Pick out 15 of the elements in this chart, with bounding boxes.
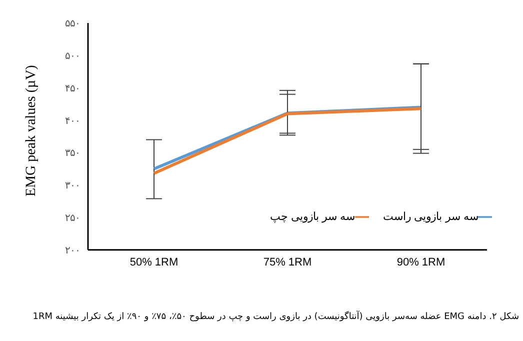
y-tick-label: ۵۵۰ [65, 18, 80, 30]
legend-label: سه سر بازویی راست [383, 211, 478, 223]
x-tick-label: 50% 1RM [130, 256, 178, 269]
y-tick-label: ۳۵۰ [65, 148, 80, 160]
y-axis-title: EMG peak values (µV) [24, 64, 39, 196]
y-tick-label: ۵۰۰ [65, 50, 80, 62]
y-tick-label: ۴۵۰ [65, 83, 80, 94]
text: شکل ۲. دامنه EMG عضله سه‌سر بازویی (آنتاگونیست) در بازوی راست و چپ در سطوح ۵۰٪، ۷۵٪ و ۹۰٪ از یک تکرار بیشینه 1RM [32, 310, 520, 322]
y-tick-label: ۳۰۰ [65, 180, 80, 192]
legend-label: سه سر بازویی چپ [270, 211, 356, 223]
x-tick-label: 75% 1RM [263, 256, 312, 269]
y-tick-label: ۲۰۰ [65, 245, 80, 256]
y-tick-label: ۲۵۰ [65, 213, 80, 224]
y-tick-label: ۴۰۰ [65, 116, 80, 127]
x-tick-label: 90% 1RM [396, 256, 446, 269]
